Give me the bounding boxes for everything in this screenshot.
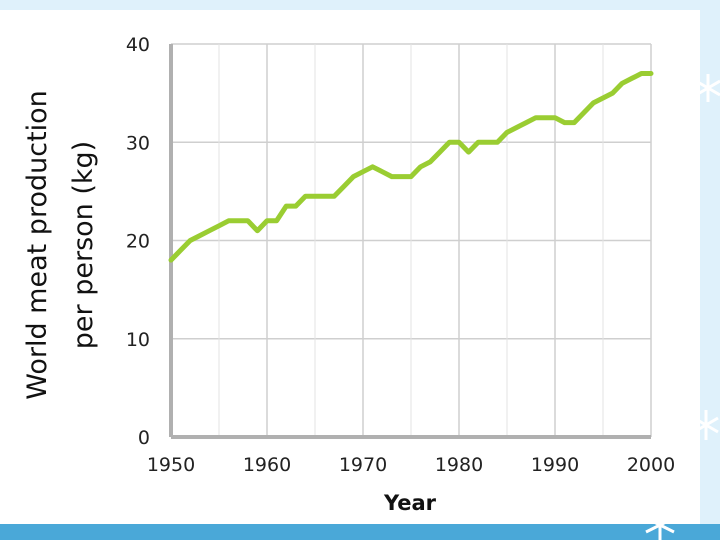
slide-footer-band <box>0 524 720 540</box>
x-tick-label: 1950 <box>147 454 195 476</box>
x-tick-label: 1970 <box>339 454 387 476</box>
x-tick-label: 1980 <box>435 454 483 476</box>
y-tick-label: 0 <box>138 427 150 449</box>
y-tick-label: 40 <box>126 34 150 56</box>
y-tick-label: 20 <box>126 231 150 253</box>
series-line <box>168 71 654 263</box>
y-tick-label: 10 <box>126 329 150 351</box>
x-tick-label: 1960 <box>243 454 291 476</box>
y-axis-title-line-1: World meat production <box>22 90 53 400</box>
x-tick-label: 2000 <box>627 454 675 476</box>
y-tick-labels: 0 10 20 30 40 <box>126 34 150 449</box>
x-axis-title: Year <box>383 491 437 515</box>
chart-axes <box>169 44 651 439</box>
chart-grid <box>170 43 652 438</box>
x-tick-labels: 1950 1960 1970 1980 1990 2000 <box>147 454 675 476</box>
y-tick-label: 30 <box>126 132 150 154</box>
y-axis-title-line-2: per person (kg) <box>68 141 99 349</box>
x-tick-label: 1990 <box>531 454 579 476</box>
